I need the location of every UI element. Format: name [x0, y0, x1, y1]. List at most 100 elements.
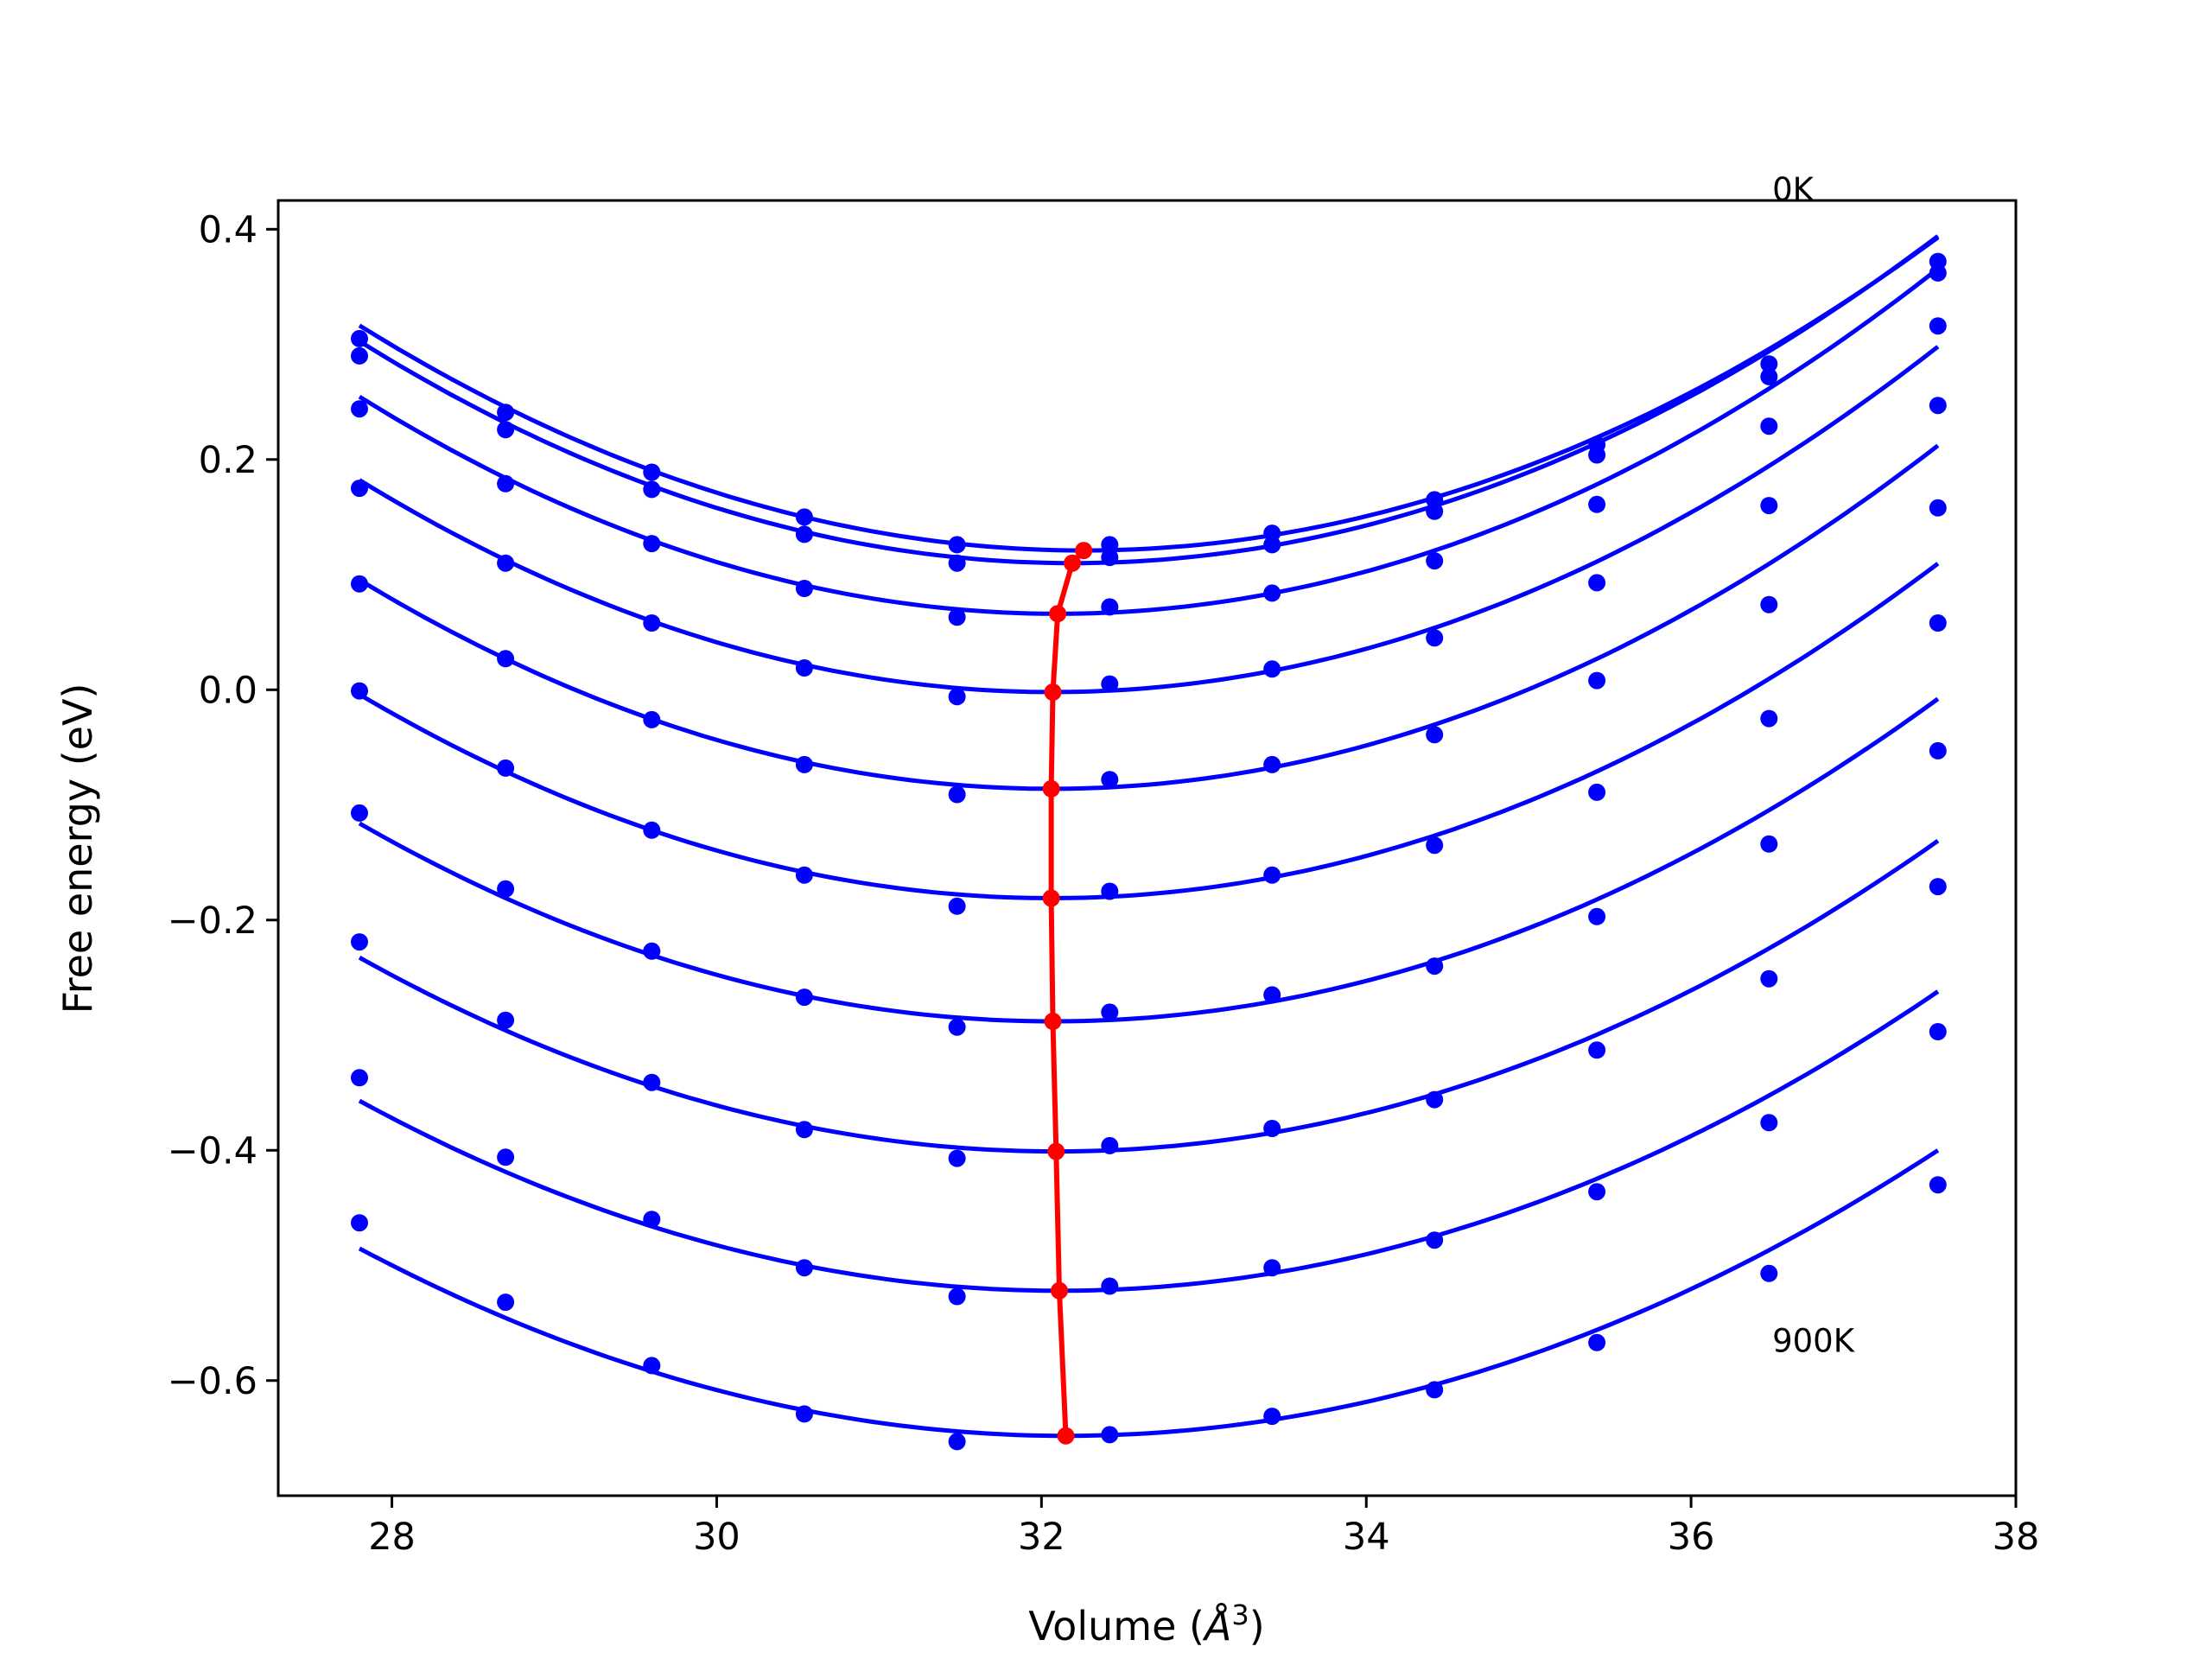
- data-point-4-3: [795, 755, 813, 773]
- data-point-3-9: [1760, 497, 1778, 515]
- data-point-1-1: [497, 421, 515, 439]
- x-tick-label: 32: [1018, 1516, 1065, 1559]
- data-point-1-3: [795, 525, 813, 543]
- data-point-0-5: [1101, 536, 1119, 554]
- x-axis-label: Volume (Å3): [1028, 1599, 1264, 1649]
- fit-curve-4: [358, 443, 1940, 791]
- data-point-5-7: [1426, 836, 1444, 855]
- minima-point-7: [1047, 1142, 1065, 1160]
- x-tick-label: 28: [368, 1516, 416, 1559]
- data-point-8-7: [1426, 1231, 1444, 1249]
- data-point-3-3: [795, 659, 813, 677]
- minima-point-5: [1042, 889, 1060, 907]
- data-point-6-1: [497, 880, 515, 898]
- fit-curve-7: [358, 839, 1940, 1154]
- data-point-5-10: [1929, 614, 1947, 632]
- data-point-6-6: [1263, 986, 1281, 1004]
- data-point-1-6: [1263, 536, 1281, 554]
- data-point-6-4: [948, 1018, 966, 1036]
- data-point-4-5: [1101, 771, 1119, 789]
- fit-curve-8: [358, 989, 1940, 1294]
- fit-curve-5: [358, 562, 1940, 900]
- fit-curve-9: [358, 1148, 1940, 1439]
- data-point-7-10: [1929, 878, 1947, 896]
- data-point-2-3: [795, 580, 813, 597]
- data-point-5-9: [1760, 709, 1778, 728]
- data-point-4-4: [948, 785, 966, 804]
- fit-curve-2: [358, 267, 1940, 616]
- minima-point-4: [1042, 779, 1060, 798]
- data-point-6-0: [351, 804, 368, 822]
- data-point-8-5: [1101, 1277, 1119, 1295]
- data-point-1-9: [1760, 367, 1778, 385]
- data-point-7-1: [497, 1011, 515, 1029]
- data-point-8-2: [643, 1211, 661, 1229]
- data-point-6-2: [643, 942, 661, 960]
- data-point-2-2: [643, 535, 661, 553]
- data-point-5-6: [1263, 866, 1281, 884]
- data-point-3-6: [1263, 660, 1281, 678]
- data-point-4-0: [351, 575, 368, 593]
- minima-point-3: [1044, 683, 1062, 701]
- data-point-2-4: [948, 608, 966, 626]
- x-tick-label: 36: [1668, 1516, 1715, 1559]
- data-point-1-10: [1929, 264, 1947, 282]
- data-point-9-6: [1263, 1408, 1281, 1426]
- annotation-1: 900K: [1772, 1322, 1856, 1359]
- data-point-5-2: [643, 821, 661, 839]
- minima-point-1: [1064, 554, 1081, 572]
- data-point-8-10: [1929, 1023, 1947, 1040]
- data-point-4-6: [1263, 755, 1281, 773]
- data-point-6-8: [1588, 907, 1606, 925]
- plot-content: [351, 234, 1947, 1451]
- data-point-7-9: [1760, 969, 1778, 988]
- data-point-9-0: [351, 1214, 368, 1232]
- data-point-4-1: [497, 650, 515, 668]
- x-tick-label: 34: [1343, 1516, 1390, 1559]
- data-point-3-8: [1588, 574, 1606, 592]
- data-point-6-7: [1426, 957, 1444, 976]
- data-point-8-1: [497, 1148, 515, 1166]
- data-point-0-2: [643, 463, 661, 481]
- data-point-1-0: [351, 346, 368, 365]
- data-point-2-10: [1929, 317, 1947, 335]
- data-point-9-2: [643, 1357, 661, 1375]
- data-point-5-1: [497, 759, 515, 777]
- data-point-6-9: [1760, 835, 1778, 853]
- annotations: 0K 900K: [1772, 171, 1856, 1359]
- x-tick-label: 38: [1993, 1516, 2040, 1559]
- data-point-8-8: [1588, 1183, 1606, 1201]
- fit-curve-3: [358, 345, 1940, 695]
- minima-point-8: [1051, 1281, 1068, 1300]
- data-point-0-1: [497, 404, 515, 422]
- data-point-9-8: [1588, 1333, 1606, 1351]
- minima-point-0: [1075, 542, 1093, 560]
- data-point-9-9: [1760, 1264, 1778, 1282]
- data-point-7-0: [351, 933, 368, 951]
- data-point-3-2: [643, 614, 661, 632]
- data-point-7-4: [948, 1149, 966, 1167]
- plot-frame: [276, 199, 2018, 1497]
- data-point-0-3: [795, 508, 813, 526]
- minima-point-9: [1057, 1427, 1075, 1445]
- data-point-3-5: [1101, 675, 1119, 693]
- data-point-8-4: [948, 1287, 966, 1306]
- data-point-2-5: [1101, 598, 1119, 616]
- data-point-8-9: [1760, 1114, 1778, 1132]
- data-point-7-8: [1588, 1041, 1606, 1059]
- data-point-2-6: [1263, 584, 1281, 602]
- data-point-8-0: [351, 1069, 368, 1087]
- data-point-1-5: [1101, 549, 1119, 567]
- data-point-4-9: [1760, 595, 1778, 613]
- data-point-9-4: [948, 1433, 966, 1451]
- data-point-3-7: [1426, 629, 1444, 647]
- fit-curve-1: [358, 234, 1940, 566]
- y-axis-ticks: −0.6 −0.4 −0.2 0.0 0.2 0.4: [168, 208, 278, 1403]
- data-point-3-0: [351, 480, 368, 498]
- data-point-1-7: [1426, 502, 1444, 520]
- data-point-0-4: [948, 536, 966, 554]
- y-tick-label: 0.4: [199, 208, 257, 251]
- data-point-9-1: [497, 1294, 515, 1312]
- x-axis-ticks: 28 30 32 34 36 38: [368, 1496, 2039, 1559]
